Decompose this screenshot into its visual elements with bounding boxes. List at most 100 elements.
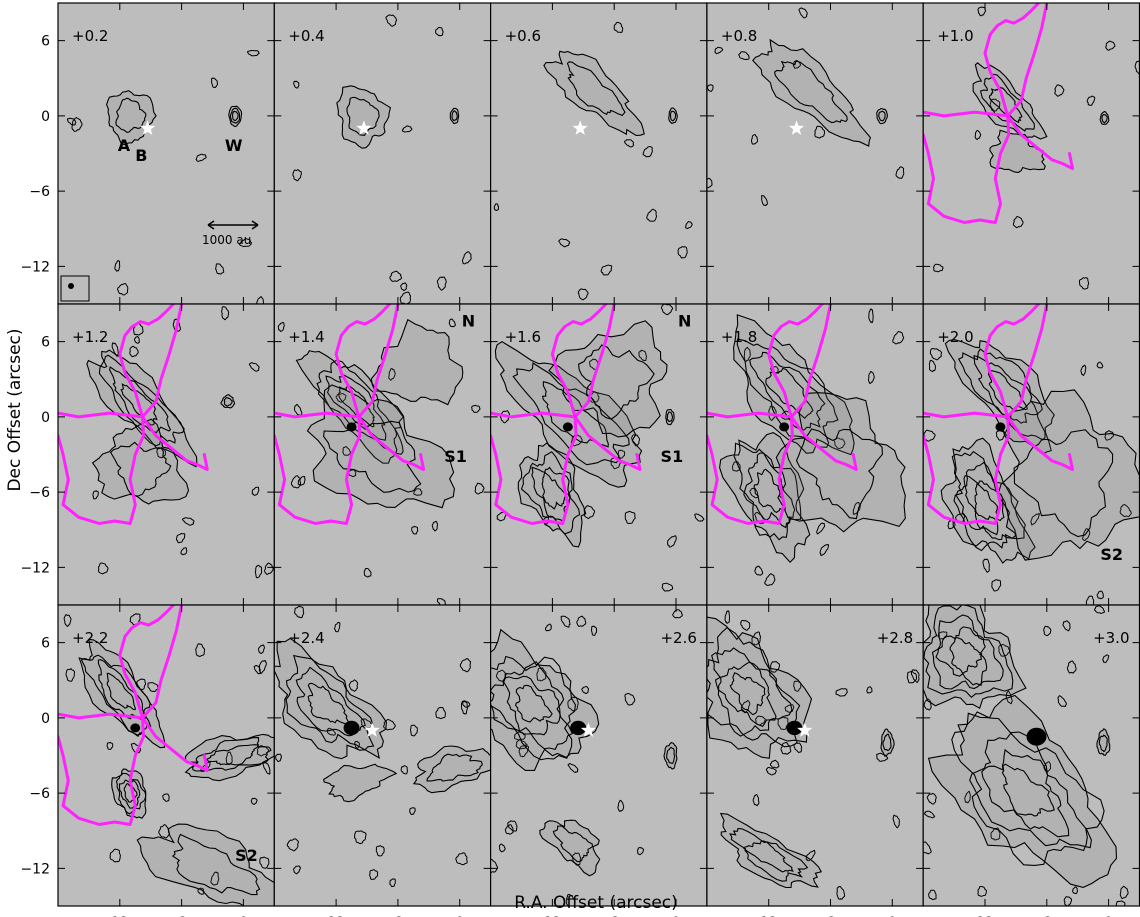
noise-contour [448,318,456,328]
emission-contour [666,411,674,423]
noise-contour [389,270,402,282]
noise-contour [1115,900,1126,906]
noise-contour [180,547,188,556]
noise-contour [990,827,1001,841]
channel-panel: +2.4 12 6 0 [273,604,492,917]
panel-background [490,605,707,906]
emission-contour [736,338,839,448]
noise-contour [852,502,861,515]
panel-content [493,21,693,301]
emission-contour [979,73,1035,132]
emission-contour [490,655,576,761]
noise-contour [666,535,677,548]
panel-background [923,304,1140,605]
star-marker [356,120,372,135]
noise-contour [248,362,260,372]
noise-contour [929,347,943,361]
panel-content [490,304,705,592]
x-tick-label: 12 [976,915,994,917]
velocity-label: +1.4 [288,328,324,346]
noise-contour [63,614,72,628]
noise-contour [624,510,636,525]
noise-contour [275,753,283,762]
star-marker [364,722,380,737]
noise-contour [92,490,99,500]
emission-contour [229,107,241,124]
noise-contour [411,525,419,535]
channel-panel: +2.6 12 6 0 [490,604,708,917]
velocity-label: +2.0 [937,328,973,346]
y-tick-label: −6 [29,485,50,501]
noise-contour [363,567,372,578]
panel-background [490,304,707,605]
emission-contour [753,468,786,514]
noise-contour [1102,654,1110,664]
emission-contour [370,318,464,406]
panel-content [923,3,1140,290]
emission-contour [957,348,1046,441]
noise-contour [401,125,413,133]
emission-contour [1098,734,1108,753]
emission-contour [109,366,172,434]
noise-contour [743,346,751,362]
noise-contour [964,790,971,804]
noise-contour [923,810,936,819]
noise-contour [866,686,873,694]
emission-contour [552,825,594,863]
noise-contour [286,838,300,852]
channel-panel: +0.6 [490,2,708,305]
velocity-label: +0.4 [288,27,324,45]
emission-contour [997,389,1140,561]
noise-contour [764,573,776,587]
noise-contour [134,335,140,344]
velocity-label: +1.0 [937,27,973,45]
noise-contour [1104,430,1115,441]
noise-contour [375,845,385,857]
noise-contour [1057,695,1067,708]
emission-contour [110,441,172,497]
y-tick-label: 0 [41,410,50,426]
noise-contour [636,847,644,856]
noise-contour [264,562,274,575]
noise-contour [977,886,988,897]
emission-contour [517,442,587,548]
x-tick-label: 0 [888,915,897,917]
y-axis-label: Dec Offset (arcsec) [5,328,25,491]
noise-contour [798,7,808,19]
noise-contour [326,727,337,736]
x-tick-label: 0 [455,915,464,917]
outflow-outline [58,605,209,826]
noise-contour [435,706,446,720]
noise-contour [754,565,764,576]
panel-background [490,3,707,304]
y-tick-label: −12 [20,861,50,877]
emission-contour [733,442,802,541]
emission-contour [136,823,275,906]
noise-contour [624,139,635,148]
velocity-label: +0.6 [505,27,541,45]
noise-contour [751,134,758,145]
noise-contour [932,263,944,273]
noise-contour [751,631,762,646]
emission-contour [988,85,1023,123]
noise-contour [250,797,258,805]
noise-contour [246,50,260,57]
noise-contour [490,858,499,874]
core-blob [570,720,587,736]
emission-contour [949,637,983,675]
noise-contour [836,886,846,900]
noise-contour [369,869,379,881]
noise-contour [714,46,724,55]
y-tick-label: 0 [41,711,50,727]
source-label: W [225,136,243,155]
panel-grid: +0.2 AB W 1000 au 6 0 −6 −12 +0.4 +0.6 +0.8 +1.0 +1.… [20,2,1140,917]
y-tick-label: 6 [41,636,50,652]
noise-contour [496,511,507,522]
noise-contour [353,830,367,845]
channel-panel: +1.2 6 0 −6 −12 [20,303,275,606]
channel-panel: +0.4 [273,2,492,305]
noise-contour [558,238,571,248]
noise-contour [215,263,225,275]
noise-contour [583,505,596,520]
noise-contour [567,696,579,712]
